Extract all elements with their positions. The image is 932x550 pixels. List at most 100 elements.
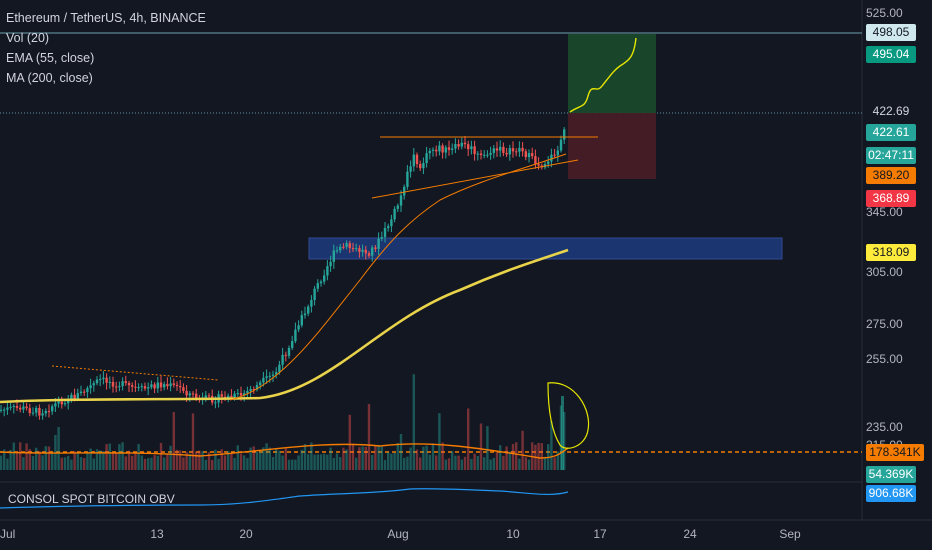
volume-bar <box>550 421 553 470</box>
volume-bar <box>150 457 153 470</box>
candle-body <box>390 219 393 227</box>
candle-body <box>41 413 44 416</box>
volume-bar <box>179 450 182 470</box>
candle-body <box>111 381 115 387</box>
price-scale-label: 275.00 <box>866 317 903 331</box>
candle-body <box>307 306 310 314</box>
candle-body <box>3 409 6 411</box>
candle-body <box>89 385 92 389</box>
symbol-title[interactable]: Ethereum / TetherUS, 4h, BINANCE <box>6 11 206 25</box>
volume-bar <box>438 413 441 470</box>
ma-indicator-label[interactable]: MA (200, close) <box>6 71 93 85</box>
candle-body <box>262 377 265 383</box>
candle-body <box>79 391 83 394</box>
volume-bar <box>460 459 463 470</box>
volume-bar <box>367 403 371 470</box>
volume-bar <box>313 454 316 470</box>
volume-bar <box>345 449 348 470</box>
volume-bar <box>163 457 166 470</box>
candle-body <box>547 161 550 165</box>
candle-body <box>412 154 415 167</box>
candle-body <box>345 243 348 247</box>
volume-bar <box>294 459 297 470</box>
volume-bar <box>300 449 303 470</box>
volume-ma-curve <box>0 443 569 459</box>
volume-bar <box>38 451 41 470</box>
volume-bar <box>409 447 412 470</box>
candle-body <box>534 156 537 165</box>
volume-bar <box>358 447 361 470</box>
volume-bar <box>419 457 422 470</box>
volume-bar <box>284 448 287 470</box>
volume-bar <box>31 455 35 470</box>
volume-bar <box>307 454 310 470</box>
volume-bar <box>60 457 63 470</box>
candle-body <box>255 384 259 390</box>
candle-body <box>310 299 313 307</box>
volume-bar <box>44 446 47 470</box>
volume-bar <box>390 453 393 470</box>
volume-bar <box>383 459 387 470</box>
stop-zone <box>568 113 656 179</box>
volume-bar <box>166 453 169 470</box>
volume-bar <box>291 459 294 470</box>
volume-bar <box>86 451 89 470</box>
volume-bar <box>527 459 531 470</box>
candle-body <box>6 407 9 410</box>
volume-bar <box>131 455 134 470</box>
candle-body <box>0 409 3 411</box>
candle-body <box>22 406 25 410</box>
volume-bar <box>521 430 524 470</box>
volume-bar <box>451 451 454 470</box>
price-badge: 318.09 <box>866 244 916 261</box>
candle-body <box>521 147 524 152</box>
candle-body <box>454 144 457 149</box>
candle-body <box>143 386 147 389</box>
volume-bar <box>371 454 374 470</box>
volume-bar <box>473 453 476 470</box>
candle-body <box>499 146 502 151</box>
volume-indicator-label[interactable]: Vol (20) <box>6 31 50 45</box>
candle-body <box>335 250 339 252</box>
volume-bar <box>227 451 230 470</box>
candle-body <box>473 146 476 155</box>
candle-body <box>470 146 473 150</box>
candle-body <box>515 151 518 153</box>
volume-bar <box>355 457 358 470</box>
candles <box>0 127 566 420</box>
candle-body <box>259 382 262 385</box>
volume-bar <box>271 456 275 470</box>
candle-body <box>9 406 12 408</box>
candle-body <box>495 148 499 151</box>
candle-body <box>511 148 515 152</box>
volume-bar <box>3 449 6 470</box>
volume-bar <box>425 445 428 470</box>
candle-body <box>287 347 291 356</box>
candle-body <box>387 226 390 229</box>
candle-body <box>374 247 377 249</box>
candle-body <box>252 388 255 390</box>
candle-body <box>505 152 508 155</box>
volume-bar <box>230 453 233 470</box>
obv-pane-title[interactable]: CONSOL SPOT BITCOIN OBV <box>8 492 175 506</box>
ema-indicator-label[interactable]: EMA (55, close) <box>6 51 95 65</box>
candle-body <box>243 393 246 396</box>
candle-body <box>67 400 70 404</box>
volume-bar <box>156 455 159 470</box>
volume-bar <box>198 450 201 470</box>
volume-bar <box>332 457 335 470</box>
volume-bar <box>470 458 473 470</box>
candle-body <box>131 385 134 387</box>
volume-bar <box>489 459 492 470</box>
candle-body <box>563 129 566 140</box>
volume-bar <box>249 447 252 470</box>
candle-body <box>233 393 236 398</box>
candle-body <box>220 394 223 397</box>
candle-body <box>291 341 294 348</box>
volume-bar <box>201 451 204 470</box>
volume-bar <box>415 449 419 470</box>
candle-body <box>271 374 275 376</box>
price-badge: 906.68K <box>866 485 916 502</box>
candle-body <box>329 261 332 267</box>
